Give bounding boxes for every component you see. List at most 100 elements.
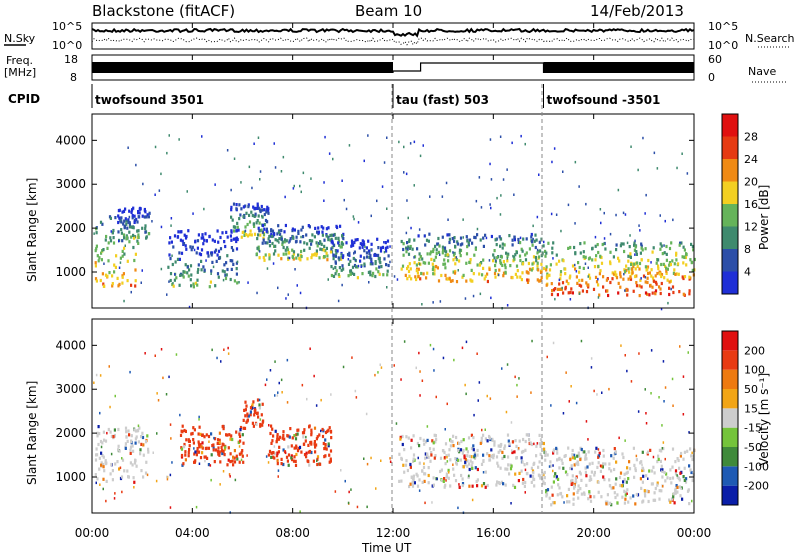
heatmap-cell [441,195,444,198]
heatmap-cell [277,230,280,234]
heatmap-cell [380,265,383,269]
heatmap-cell [472,272,475,276]
heatmap-cell [246,414,249,418]
heatmap-cell [639,251,642,255]
heatmap-cell [288,241,290,244]
heatmap-cell [370,214,372,218]
heatmap-cell [361,245,364,249]
heatmap-cell [663,251,666,255]
heatmap-cell [634,239,636,243]
heatmap-cell [231,259,234,263]
heatmap-cell [168,280,170,283]
heatmap-cell [287,445,290,449]
heatmap-cell [644,494,647,498]
heatmap-cell [96,431,99,435]
heatmap-cell [239,425,243,430]
heatmap-cell [441,235,444,239]
heatmap-cell [306,397,308,401]
heatmap-cell [424,261,427,265]
heatmap-cell [635,250,638,254]
heatmap-cell [211,260,214,264]
heatmap-cell [639,229,641,232]
heatmap-cell [342,365,345,369]
heatmap-cell [347,258,350,261]
heatmap-cell [608,462,611,466]
heatmap-cell [622,211,625,215]
heatmap-cell [211,348,213,352]
heatmap-cell [208,285,211,289]
heatmap-cell [102,455,105,459]
heatmap-cell [103,284,106,288]
heatmap-cell [486,483,489,488]
heatmap-cell [280,237,283,241]
heatmap-cell [623,272,625,276]
heatmap-cell [514,253,517,257]
heatmap-cell [550,282,553,286]
heatmap-cell [588,490,591,494]
heatmap-cell [528,247,531,251]
heatmap-cell [622,277,625,281]
heatmap-cell [538,240,541,244]
heatmap-cell [410,475,413,479]
heatmap-cell [178,251,181,255]
heatmap-cell [367,249,371,253]
heatmap-cell [199,253,203,257]
heatmap-cell [299,291,302,295]
heatmap-cell [466,454,469,458]
heatmap-cell [249,406,253,410]
heatmap-cell [548,465,551,468]
heatmap-cell [224,445,227,449]
heatmap-cell [614,270,617,274]
heatmap-cell [240,181,242,184]
heatmap-cell [145,215,148,219]
heatmap-cell [320,429,322,433]
heatmap-cell [474,236,477,240]
heatmap-cell [542,244,545,248]
heatmap-cell [130,290,132,294]
heatmap-cell [625,264,628,268]
heatmap-cell [567,487,570,491]
heatmap-cell [230,434,233,438]
heatmap-cell [447,259,450,263]
heatmap-cell [551,493,554,497]
heatmap-cell [423,479,426,483]
heatmap-cell [138,211,141,215]
heatmap-cell [644,265,647,269]
heatmap-cell [428,447,432,451]
heatmap-cell [610,454,613,458]
colorbar-swatch [722,350,738,370]
heatmap-cell [133,218,137,222]
heatmap-cell [513,257,516,261]
heatmap-cell [538,442,541,446]
heatmap-cell [95,447,98,451]
heatmap-cell [137,229,140,233]
heatmap-cell [401,434,404,439]
heatmap-cell [334,265,337,270]
nave-tick-60: 60 [708,53,722,66]
heatmap-cell [503,454,506,459]
heatmap-cell [231,437,234,442]
heatmap-cell [623,477,626,482]
heatmap-cell [308,424,311,428]
heatmap-cell [131,463,134,467]
heatmap-cell [106,431,108,435]
heatmap-cell [403,470,406,474]
heatmap-cell [261,215,264,219]
heatmap-cell [264,383,267,387]
heatmap-cell [468,474,470,478]
heatmap-cell [263,227,266,231]
heatmap-cell [226,149,229,152]
heatmap-cell [435,395,437,399]
heatmap-cell [556,458,559,462]
heatmap-cell [564,454,567,458]
heatmap-cell [401,264,405,268]
heatmap-cell [134,252,137,256]
heatmap-cell [205,433,208,437]
heatmap-cell [690,454,693,458]
heatmap-cell [439,300,442,303]
heatmap-cell [654,292,657,296]
heatmap-cell [311,239,314,243]
heatmap-cell [348,490,350,494]
velocity-ylabel: Slant Range [km] [25,381,39,485]
heatmap-cell [262,233,266,237]
